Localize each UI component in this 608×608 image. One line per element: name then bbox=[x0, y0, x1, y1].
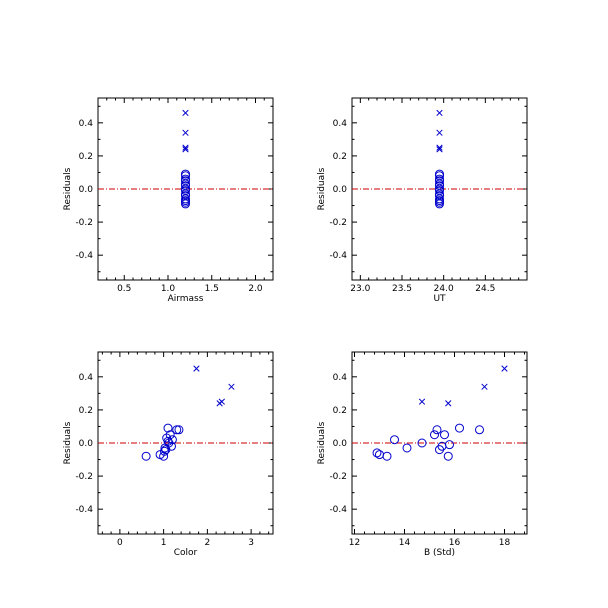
y-axis-label: Residuals bbox=[317, 421, 327, 464]
y-tick-label: -0.2 bbox=[329, 472, 347, 482]
point-cross bbox=[436, 129, 443, 136]
y-tick-label: 0.2 bbox=[79, 152, 93, 162]
point-circle bbox=[375, 450, 384, 460]
point-circle bbox=[172, 425, 182, 435]
point-circle bbox=[390, 435, 399, 445]
x-tick-label: 14 bbox=[399, 538, 411, 548]
y-tick-label: -0.4 bbox=[329, 251, 347, 261]
point-circle bbox=[167, 435, 177, 445]
x-tick-label: 1 bbox=[161, 538, 167, 548]
point-circle bbox=[430, 430, 439, 440]
y-axis-label: Residuals bbox=[63, 167, 73, 210]
y-tick-label: -0.4 bbox=[75, 251, 93, 261]
point-circle bbox=[382, 451, 392, 461]
y-tick-label: 0.4 bbox=[79, 119, 94, 129]
point-circle bbox=[174, 425, 184, 435]
y-axis-label: Residuals bbox=[63, 421, 73, 464]
point-cross bbox=[445, 400, 452, 407]
point-cross bbox=[436, 146, 443, 153]
x-tick-label: 23.0 bbox=[350, 284, 370, 294]
x-tick-label: 1.5 bbox=[205, 284, 219, 294]
x-axis-label: B (Std) bbox=[424, 548, 455, 558]
y-tick-label: -0.4 bbox=[75, 505, 93, 515]
y-tick-label: 0.4 bbox=[79, 373, 94, 383]
x-tick-label: 0.5 bbox=[117, 284, 131, 294]
x-tick-label: 12 bbox=[349, 538, 360, 548]
point-circle bbox=[181, 199, 190, 209]
x-tick-label: 23.5 bbox=[392, 284, 412, 294]
point-cross bbox=[501, 365, 508, 372]
point-cross bbox=[228, 383, 235, 390]
point-circle bbox=[402, 443, 412, 453]
y-tick-label: -0.2 bbox=[75, 472, 93, 482]
x-tick-label: 0 bbox=[117, 538, 123, 548]
point-circle bbox=[455, 423, 464, 433]
y-tick-label: -0.2 bbox=[75, 218, 93, 228]
point-cross bbox=[182, 146, 189, 153]
x-axis-label: Color bbox=[174, 548, 198, 558]
x-tick-label: 24.0 bbox=[434, 284, 454, 294]
point-circle bbox=[160, 446, 169, 456]
point-circle bbox=[435, 199, 444, 209]
point-cross bbox=[193, 365, 200, 372]
panel-bstd: 12 14 16 18 -0.4 -0.2 0.0 0.2 0.4 B (Std) Residual… bbox=[317, 351, 528, 558]
y-tick-label: 0.2 bbox=[79, 406, 93, 416]
x-tick-label: 16 bbox=[449, 538, 461, 548]
point-circle bbox=[372, 448, 382, 458]
point-circle bbox=[417, 438, 427, 448]
y-tick-label: 0.0 bbox=[333, 185, 348, 195]
point-circle bbox=[160, 443, 170, 453]
point-circle bbox=[432, 425, 442, 435]
point-circle bbox=[475, 425, 484, 435]
x-tick-label: 2.0 bbox=[248, 284, 263, 294]
y-tick-label: 0.2 bbox=[333, 152, 347, 162]
point-cross bbox=[182, 129, 189, 136]
y-tick-label: 0.0 bbox=[333, 439, 348, 449]
y-tick-label: -0.2 bbox=[329, 218, 347, 228]
point-cross bbox=[418, 398, 426, 405]
y-tick-label: 0.4 bbox=[333, 373, 348, 383]
point-cross bbox=[436, 144, 443, 151]
point-cross bbox=[481, 383, 488, 390]
point-circle bbox=[165, 430, 175, 440]
panel-ut: 23.0 23.5 24.0 24.5 -0.4 -0.2 0.0 0.2 0.4 UT Resid… bbox=[317, 97, 528, 304]
point-circle bbox=[141, 451, 151, 461]
y-tick-label: -0.4 bbox=[329, 505, 347, 515]
x-tick-label: 3 bbox=[248, 538, 254, 548]
point-circle bbox=[445, 440, 454, 450]
point-cross bbox=[182, 144, 189, 151]
y-tick-label: 0.4 bbox=[333, 119, 348, 129]
y-axis-label: Residuals bbox=[317, 167, 327, 210]
x-tick-label: 18 bbox=[499, 538, 511, 548]
panel-airmass: 0.5 1.0 1.5 2.0 -0.4 -0.2 0.0 0.2 0.4 Airmass Resi… bbox=[63, 97, 274, 304]
x-tick-label: 24.5 bbox=[475, 284, 495, 294]
point-circle bbox=[440, 430, 449, 440]
panel-color: 0 1 2 3 -0.4 -0.2 0.0 0.2 0.4 Color Residuals bbox=[63, 351, 274, 558]
point-circle bbox=[443, 451, 453, 461]
y-tick-label: 0.0 bbox=[79, 185, 94, 195]
point-circle bbox=[163, 423, 173, 433]
point-cross bbox=[218, 398, 225, 405]
x-axis-label: UT bbox=[433, 294, 446, 304]
x-tick-label: 1.0 bbox=[161, 284, 176, 294]
x-tick-label: 2 bbox=[205, 538, 211, 548]
point-cross bbox=[182, 109, 189, 117]
y-tick-label: 0.0 bbox=[79, 439, 94, 449]
point-cross bbox=[436, 109, 443, 117]
y-tick-label: 0.2 bbox=[333, 406, 347, 416]
x-axis-label: Airmass bbox=[168, 294, 204, 304]
